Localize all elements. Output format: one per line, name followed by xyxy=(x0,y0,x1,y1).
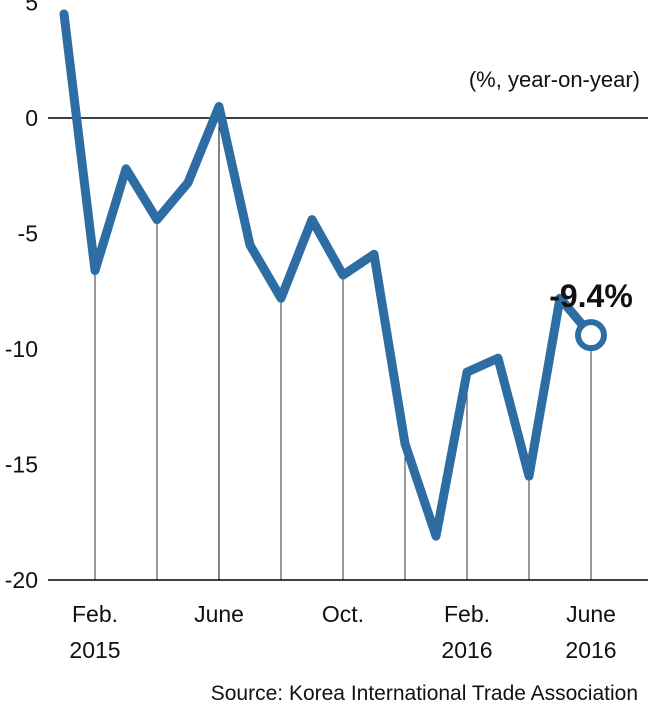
month-guide-lines xyxy=(94,106,592,580)
x-tick-label: June 2016 xyxy=(565,601,616,663)
x-tick-label: Feb. 2015 xyxy=(69,601,120,663)
x-tick-label: Feb. 2016 xyxy=(441,601,492,663)
y-axis-tick-labels: 5 0 -5 -10 -15 -20 xyxy=(5,0,38,593)
source-note: Source: Korea International Trade Associ… xyxy=(210,682,638,705)
x-tick-label: Oct. xyxy=(322,601,364,627)
x-tick-label: June xyxy=(194,601,244,627)
export-growth-line xyxy=(59,9,596,541)
y-tick-label: -15 xyxy=(5,452,38,478)
y-tick-label: 5 xyxy=(25,0,38,16)
latest-value-label: -9.4% xyxy=(549,278,633,314)
y-tick-label: -20 xyxy=(5,567,38,593)
unit-note: (%, year-on-year) xyxy=(469,67,640,92)
y-tick-label: -10 xyxy=(5,336,38,362)
latest-value-marker xyxy=(575,319,607,352)
y-tick-label: 0 xyxy=(25,105,38,131)
x-axis-tick-labels: Feb. 2015 June Oct. Feb. 2016 June 2016 xyxy=(69,601,616,663)
y-tick-label: -5 xyxy=(18,221,38,247)
